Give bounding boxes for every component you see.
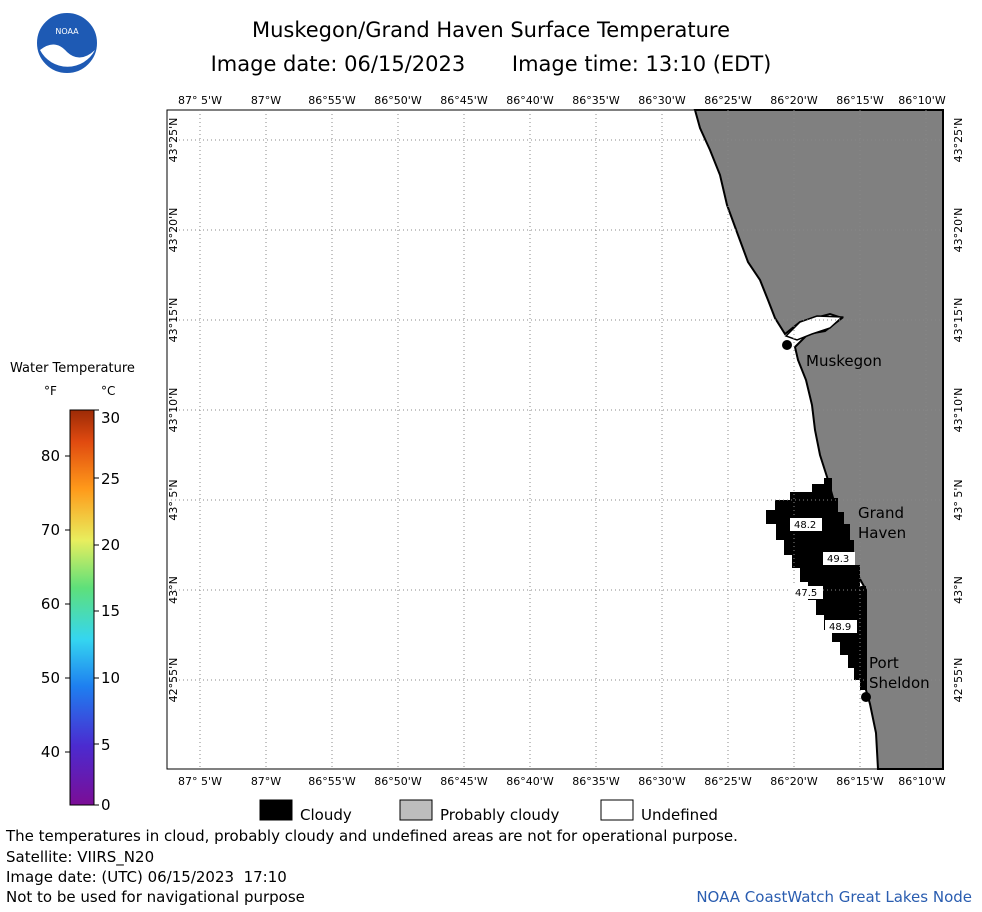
lon-label-top: 86°15'W [836, 94, 884, 107]
lon-label-bottom: 87°W [251, 775, 281, 788]
noaa-logo-icon: NOAA [35, 11, 99, 75]
lat-label-left: 43°10'N [167, 388, 180, 433]
disclaimer: The temperatures in cloud, probably clou… [6, 827, 738, 845]
svg-text:50: 50 [41, 669, 60, 687]
svg-text:30: 30 [101, 409, 120, 427]
svg-text:5: 5 [101, 736, 111, 754]
svg-text:25: 25 [101, 470, 120, 488]
lat-label-right: 42°55'N [952, 658, 965, 703]
satellite: Satellite: VIIRS_N20 [6, 848, 155, 866]
lat-label-left: 43°15'N [167, 298, 180, 343]
temp-reading: 48.9 [829, 622, 851, 633]
port-sheldon-marker [861, 692, 871, 702]
lon-label-bottom: 86°50'W [374, 775, 422, 788]
legend-swatch-cloudy [259, 799, 293, 821]
scale-title: Water Temperature [10, 361, 135, 376]
lon-label-bottom: 86°15'W [836, 775, 884, 788]
place-muskegon: Muskegon [806, 352, 882, 370]
image-time: Image time: 13:10 (EDT) [511, 52, 772, 76]
lon-label-top: 86°55'W [308, 94, 356, 107]
lon-label-top: 86°30'W [638, 94, 686, 107]
lon-label-top: 86°50'W [374, 94, 422, 107]
lon-label-bottom: 87° 5'W [178, 775, 222, 788]
muskegon-marker [782, 340, 792, 350]
lon-label-top: 87°W [251, 94, 281, 107]
lon-label-bottom: 86°30'W [638, 775, 686, 788]
lat-label-right: 43°15'N [952, 298, 965, 343]
image-date-time: Image date: 06/15/2023 Image time: 13:10… [0, 52, 982, 76]
lat-label-left: 43° 5'N [167, 479, 180, 520]
lat-label-right: 43° 5'N [952, 479, 965, 520]
lon-label-top: 86°10'W [898, 94, 946, 107]
svg-text:10: 10 [101, 669, 120, 687]
lat-label-left: 42°55'N [167, 658, 180, 703]
place-port-sheldon-line1: Port [869, 654, 899, 672]
legend-cloudy: Cloudy [300, 806, 352, 824]
nav-warning: Not to be used for navigational purpose [6, 888, 305, 906]
svg-text:60: 60 [41, 595, 60, 613]
lon-label-top: 86°25'W [704, 94, 752, 107]
legend-probably-cloudy: Probably cloudy [440, 806, 560, 824]
lon-label-bottom: 86°55'W [308, 775, 356, 788]
graticule [167, 110, 943, 769]
lat-label-right: 43°25'N [952, 118, 965, 163]
map-title: Muskegon/Grand Haven Surface Temperature [251, 18, 731, 42]
place-grand-haven-line1: Grand [858, 504, 904, 522]
credit: NOAA CoastWatch Great Lakes Node [696, 888, 972, 906]
legend-swatch-undefined [600, 799, 634, 821]
temp-reading: 47.5 [795, 588, 817, 599]
legend-swatch-probably-cloudy [399, 799, 433, 821]
lon-label-top: 86°45'W [440, 94, 488, 107]
scale-unit-f: °F [44, 384, 57, 398]
color-scale: Water Temperature °F °C 80 70 60 50 40 3… [10, 361, 135, 814]
lat-label-right: 43°20'N [952, 208, 965, 253]
svg-text:80: 80 [41, 447, 60, 465]
lon-label-top: 86°35'W [572, 94, 620, 107]
lon-label-bottom: 86°40'W [506, 775, 554, 788]
image-date: Image date: 06/15/2023 [210, 52, 466, 76]
utc-date: Image date: (UTC) 06/15/2023 17:10 [6, 868, 287, 886]
lat-label-right: 43°10'N [952, 388, 965, 433]
place-port-sheldon-line2: Sheldon [869, 674, 930, 692]
lat-label-left: 43°25'N [167, 118, 180, 163]
svg-text:40: 40 [41, 743, 60, 761]
lon-label-bottom: 86°45'W [440, 775, 488, 788]
lon-label-top: 86°20'W [770, 94, 818, 107]
svg-text:0: 0 [101, 796, 111, 814]
noaa-logo-text: NOAA [55, 27, 79, 36]
lon-label-bottom: 86°25'W [704, 775, 752, 788]
scale-bar [69, 409, 95, 806]
lat-label-left: 43°N [167, 576, 180, 604]
lat-label-left: 43°20'N [167, 208, 180, 253]
svg-text:20: 20 [101, 536, 120, 554]
svg-text:70: 70 [41, 521, 60, 539]
scale-unit-c: °C [101, 384, 115, 398]
muskegon-lake [784, 315, 844, 341]
lon-label-bottom: 86°20'W [770, 775, 818, 788]
lon-label-top: 87° 5'W [178, 94, 222, 107]
lat-label-right: 43°N [952, 576, 965, 604]
lon-label-bottom: 86°10'W [898, 775, 946, 788]
lon-label-top: 86°40'W [506, 94, 554, 107]
temp-reading: 48.2 [794, 520, 816, 531]
lon-label-bottom: 86°35'W [572, 775, 620, 788]
temp-reading: 49.3 [827, 554, 849, 565]
place-grand-haven-line2: Haven [858, 524, 906, 542]
legend-undefined: Undefined [641, 806, 718, 824]
svg-text:15: 15 [101, 602, 120, 620]
